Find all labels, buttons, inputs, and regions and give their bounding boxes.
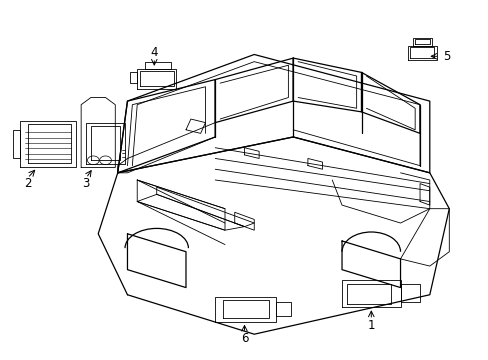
- Text: 6: 6: [240, 332, 248, 345]
- Text: 1: 1: [367, 319, 374, 332]
- Text: 2: 2: [24, 177, 31, 190]
- Text: 5: 5: [442, 50, 449, 63]
- Text: 4: 4: [150, 46, 158, 59]
- Text: 3: 3: [82, 177, 89, 190]
